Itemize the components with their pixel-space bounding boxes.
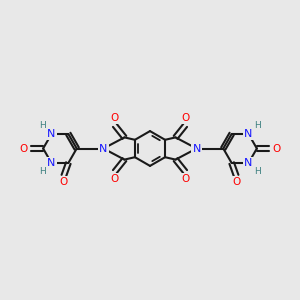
Text: H: H [254, 167, 261, 176]
Text: H: H [39, 167, 46, 176]
Text: N: N [244, 129, 253, 139]
Text: O: O [182, 113, 190, 124]
Text: H: H [39, 121, 46, 130]
Text: N: N [47, 129, 56, 139]
Text: O: O [110, 173, 118, 184]
Text: O: O [20, 143, 28, 154]
Text: H: H [254, 121, 261, 130]
Text: N: N [99, 143, 108, 154]
Text: N: N [47, 158, 56, 168]
Text: O: O [182, 173, 190, 184]
Text: O: O [110, 113, 118, 124]
Text: N: N [192, 143, 201, 154]
Text: O: O [60, 177, 68, 187]
Text: N: N [244, 158, 253, 168]
Text: O: O [232, 177, 240, 187]
Text: O: O [272, 143, 280, 154]
